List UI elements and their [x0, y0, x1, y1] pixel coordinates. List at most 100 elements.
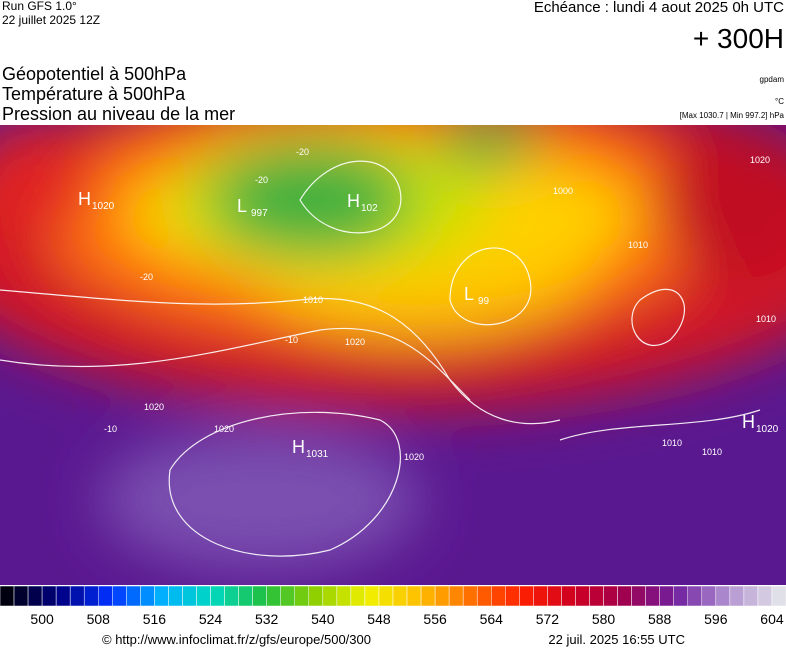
- color-swatch: [729, 585, 745, 607]
- contour-label: 1010: [756, 314, 776, 324]
- color-swatch: [561, 585, 576, 607]
- color-swatch: [98, 585, 113, 607]
- color-swatch: [771, 585, 786, 607]
- color-swatch: [533, 585, 548, 607]
- contour-label: 1010: [628, 240, 648, 250]
- color-swatch: [448, 585, 464, 607]
- center-value: 1020: [92, 201, 115, 212]
- colorbar-tick-label: 524: [199, 611, 223, 627]
- contour-label: -20: [255, 175, 268, 185]
- center-value: 1031: [306, 449, 329, 460]
- color-swatch: [743, 585, 759, 607]
- run-date: 22 juillet 2025 12Z: [2, 13, 100, 27]
- color-swatch: [519, 585, 534, 607]
- color-swatch: [224, 585, 239, 607]
- center-value: 997: [251, 208, 268, 219]
- colorbar-tick-label: 548: [367, 611, 391, 627]
- unit: °C: [775, 97, 784, 106]
- colorbar-tick-label: 540: [311, 611, 335, 627]
- color-swatch: [392, 585, 408, 607]
- color-swatch: [252, 585, 267, 607]
- lead-time: + 300H: [693, 23, 784, 54]
- color-swatch: [112, 585, 127, 607]
- colorbar-tick-label: 532: [255, 611, 279, 627]
- contour-label: -20: [140, 272, 153, 282]
- color-swatch: [322, 585, 338, 607]
- source: © http://www.infoclimat.fr/z/gfs/europe/…: [102, 632, 371, 647]
- color-swatch: [434, 585, 450, 607]
- field: Géopotentiel à 500hPa: [2, 64, 187, 84]
- colorbar-tick-label: 556: [423, 611, 447, 627]
- unit: gpdam: [760, 75, 785, 84]
- color-swatch: [603, 585, 618, 607]
- color-swatch: [350, 585, 366, 607]
- color-swatch: [55, 585, 71, 607]
- colorbar-tick-label: 572: [536, 611, 560, 627]
- colorbar: 500 508 516 524 532 540 548 556 564 572 580 588 596 6…: [0, 585, 786, 627]
- valid-time: Echéance : lundi 4 aout 2025 0h UTC: [534, 0, 784, 16]
- color-swatch: [406, 585, 422, 607]
- color-swatch: [13, 585, 29, 607]
- contour-label: -10: [104, 424, 117, 434]
- center-letter: L: [464, 284, 474, 304]
- colorbar-tick-label: 596: [704, 611, 728, 627]
- color-swatch: [27, 585, 43, 607]
- color-swatch: [505, 585, 520, 607]
- center-value: 1020: [756, 424, 779, 435]
- color-swatch: [280, 585, 296, 607]
- contour-label: 1020: [214, 424, 234, 434]
- contour-label: 1010: [662, 438, 682, 448]
- color-swatch: [673, 585, 689, 607]
- color-swatch: [294, 585, 310, 607]
- colorbar-tick-label: 516: [143, 611, 167, 627]
- center-letter: H: [742, 412, 755, 432]
- center-value: 102: [361, 203, 378, 214]
- color-swatch: [491, 585, 506, 607]
- contour-label: 1010: [303, 295, 323, 305]
- center-letter: H: [347, 191, 360, 211]
- color-swatch: [126, 585, 141, 607]
- field: Pression au niveau de la mer: [2, 104, 235, 124]
- color-swatch: [420, 585, 436, 607]
- contour-label: -10: [285, 335, 298, 345]
- color-swatch: [266, 585, 281, 607]
- center-value: 99: [478, 296, 490, 307]
- color-swatch: [196, 585, 211, 607]
- map: [0, 125, 786, 585]
- contour-label: 1020: [404, 452, 424, 462]
- contour-label: 1020: [144, 402, 164, 412]
- color-swatch: [659, 585, 674, 607]
- color-swatch: [83, 585, 99, 607]
- colorbar-tick-label: 604: [760, 611, 784, 627]
- colorbar-tick-label: 500: [30, 611, 54, 627]
- color-swatch: [715, 585, 731, 607]
- color-swatch: [631, 585, 646, 607]
- color-swatch: [69, 585, 85, 607]
- contour-label: 1010: [702, 447, 722, 457]
- color-swatch: [589, 585, 604, 607]
- color-swatch: [154, 585, 169, 607]
- color-swatch: [687, 585, 703, 607]
- color-swatch: [547, 585, 562, 607]
- contour-label: -20: [296, 147, 309, 157]
- color-swatch: [575, 585, 590, 607]
- color-swatch: [378, 585, 394, 607]
- color-swatch: [462, 585, 478, 607]
- field: Température à 500hPa: [2, 84, 186, 104]
- contour-label: 1020: [345, 337, 365, 347]
- color-swatch: [701, 585, 717, 607]
- color-swatch: [645, 585, 660, 607]
- center-letter: H: [292, 437, 305, 457]
- color-swatch: [308, 585, 324, 607]
- colorbar-tick-label: 588: [648, 611, 672, 627]
- color-swatch: [0, 585, 15, 607]
- color-swatch: [476, 585, 492, 607]
- color-swatch: [238, 585, 253, 607]
- color-swatch: [140, 585, 155, 607]
- contour-label: 1000: [553, 186, 573, 196]
- color-swatch: [182, 585, 197, 607]
- color-swatch: [364, 585, 380, 607]
